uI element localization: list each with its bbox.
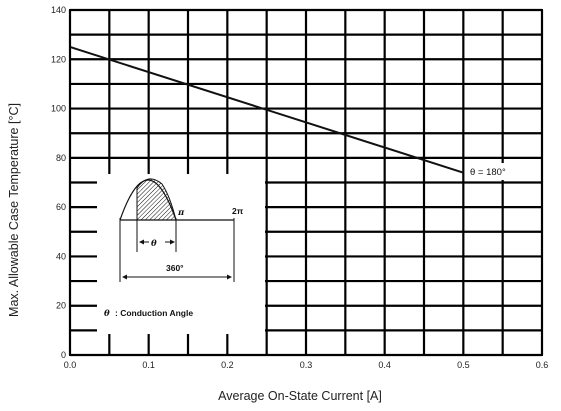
conduction-angle-inset: θ 360° π 2π θ : Conduction Angle <box>97 174 265 334</box>
y-tick-labels: 0 20 40 60 80 100 120 140 <box>51 5 66 360</box>
inset-pi-label: π <box>177 208 185 218</box>
series-line <box>69 46 464 174</box>
x-axis-title: Average On-State Current [A] <box>218 389 382 403</box>
y-tick-label: 20 <box>56 301 66 311</box>
inset-caption: : Conduction Angle <box>115 308 193 318</box>
inset-span-arrowhead-left <box>122 274 127 280</box>
x-tick-label: 0.3 <box>300 360 313 370</box>
inset-span-arrowhead-right <box>227 274 232 280</box>
y-tick-label: 40 <box>56 251 66 261</box>
series-group <box>69 46 464 174</box>
y-tick-label: 100 <box>51 104 66 114</box>
x-tick-label: 0.4 <box>378 360 391 370</box>
y-tick-label: 60 <box>56 202 66 212</box>
plot-frame <box>69 9 543 356</box>
inset-theta-arrowhead-left <box>139 239 144 245</box>
x-tick-label: 0.5 <box>457 360 470 370</box>
inset-theta-arrowhead-right <box>170 239 175 245</box>
inset-span-label: 360° <box>166 263 184 273</box>
inset-background <box>97 174 265 334</box>
x-tick-label: 0.6 <box>536 360 549 370</box>
x-tick-label: 0.0 <box>64 360 77 370</box>
x-tick-label: 0.1 <box>142 360 155 370</box>
series-label-box: θ = 180° <box>466 163 522 180</box>
y-tick-label: 80 <box>56 153 66 163</box>
y-tick-label: 0 <box>61 350 66 360</box>
x-tick-labels: 0.0 0.1 0.2 0.3 0.4 0.5 0.6 <box>64 360 549 370</box>
inset-two-pi-label: 2π <box>232 206 244 216</box>
y-tick-label: 140 <box>51 5 66 15</box>
x-tick-label: 0.2 <box>221 360 234 370</box>
series-label: θ = 180° <box>470 167 506 178</box>
inset-conduction-region <box>136 178 177 221</box>
inset-theta-label: θ <box>151 239 157 249</box>
inset-caption-symbol: θ <box>104 309 110 319</box>
y-axis-title: Max. Allowable Case Temperature [°C] <box>7 103 21 317</box>
y-tick-label: 120 <box>51 54 66 64</box>
